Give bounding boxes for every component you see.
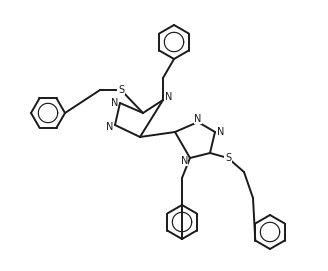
- Text: N: N: [165, 92, 173, 102]
- Text: N: N: [217, 127, 224, 137]
- Text: N: N: [106, 122, 113, 132]
- Text: S: S: [118, 85, 124, 95]
- Text: S: S: [225, 153, 231, 163]
- Text: N: N: [181, 156, 188, 166]
- Text: N: N: [194, 114, 202, 124]
- Text: N: N: [111, 98, 118, 108]
